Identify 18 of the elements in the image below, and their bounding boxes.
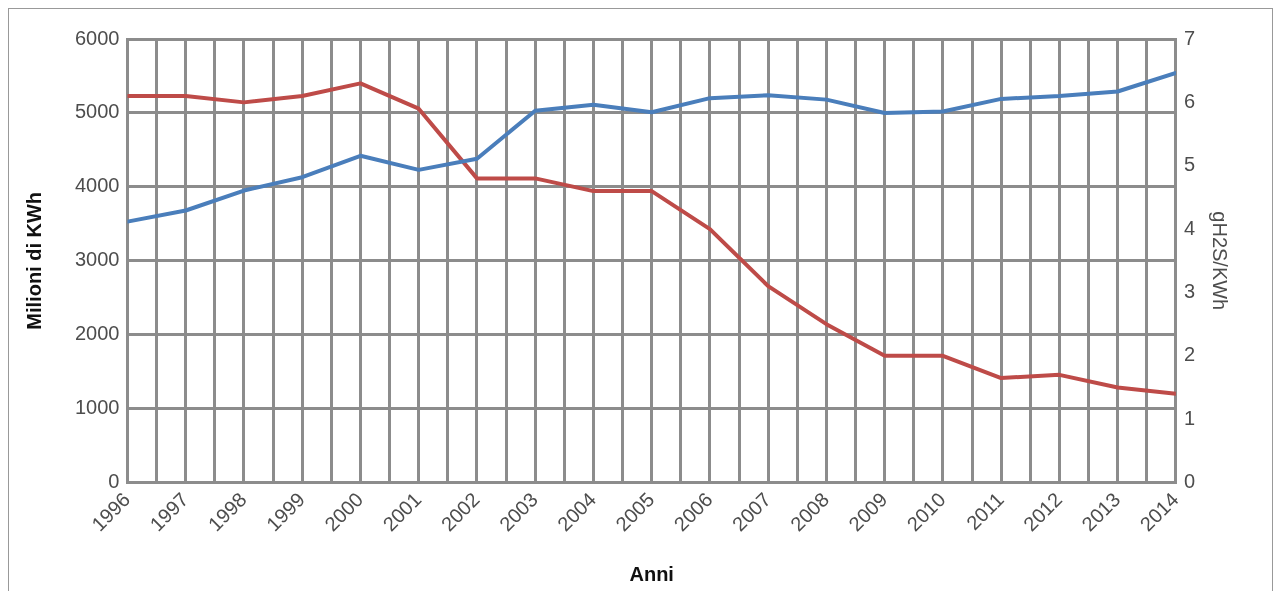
y-tick-label: 3000 [74, 248, 120, 271]
y-tick-label: 4000 [74, 174, 120, 197]
y2-tick-label: 6 [1183, 89, 1195, 112]
y-tick-label: 5000 [74, 100, 120, 123]
y2-tick-label: 7 [1183, 26, 1195, 49]
y2-tick-label: 3 [1183, 279, 1195, 302]
y2-tick-label: 1 [1183, 406, 1195, 429]
y-axis-title: Milioni di KWh [22, 191, 45, 330]
x-axis-title: Anni [629, 562, 674, 585]
y-tick-label: 0 [108, 470, 120, 493]
y-tick-label: 2000 [74, 322, 120, 345]
y-tick-label: 1000 [74, 396, 120, 419]
y-tick-label: 6000 [74, 26, 120, 49]
y2-tick-label: 2 [1183, 343, 1195, 366]
y2-tick-label: 0 [1183, 470, 1195, 493]
y2-axis-title: gH2S/KWh [1209, 211, 1232, 311]
y2-tick-label: 5 [1183, 153, 1195, 176]
y2-tick-label: 4 [1183, 216, 1195, 239]
